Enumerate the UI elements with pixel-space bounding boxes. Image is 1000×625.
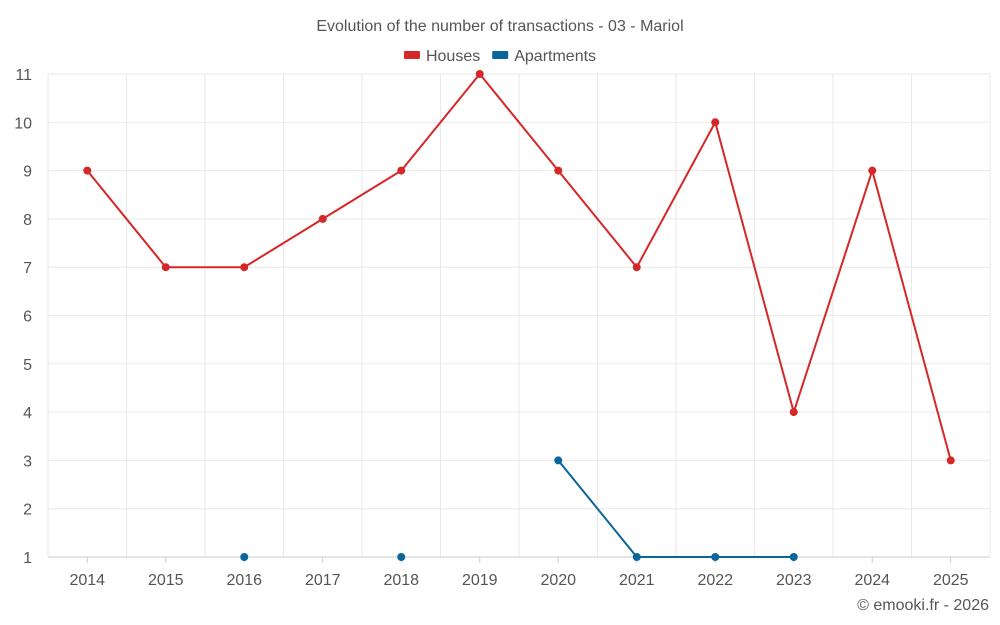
data-point[interactable] bbox=[318, 214, 327, 223]
data-point[interactable] bbox=[711, 553, 720, 561]
series-line bbox=[557, 459, 794, 558]
data-point[interactable] bbox=[83, 166, 92, 175]
grid bbox=[47, 73, 991, 557]
y-tick-label: 11 bbox=[15, 67, 32, 84]
y-tick-label: 6 bbox=[23, 309, 32, 326]
data-point[interactable] bbox=[554, 166, 563, 175]
x-axis: 2014 2015 2016 2017 2018 2019 2020 2021 2022 2023… bbox=[48, 556, 990, 589]
legend-label: Apartments bbox=[514, 48, 596, 65]
x-tick-label: 2017 bbox=[305, 572, 341, 589]
x-tick-label: 2016 bbox=[226, 572, 262, 589]
legend-swatch bbox=[403, 51, 420, 59]
x-tick-label: 2014 bbox=[69, 572, 105, 589]
data-point[interactable] bbox=[240, 553, 249, 561]
data-point[interactable] bbox=[397, 166, 406, 175]
series-apartments bbox=[240, 456, 798, 561]
series-houses bbox=[83, 70, 955, 465]
data-point[interactable] bbox=[946, 456, 955, 465]
data-point[interactable] bbox=[397, 553, 406, 561]
x-tick-label: 2015 bbox=[148, 572, 184, 589]
y-axis: 1 2 3 4 5 6 7 8 9 10 11 bbox=[14, 67, 32, 567]
y-tick-label: 10 bbox=[14, 115, 32, 132]
data-point[interactable] bbox=[240, 263, 249, 272]
credit-text: © emooki.fr - 2026 bbox=[857, 597, 989, 614]
legend: Houses Apartments bbox=[403, 48, 596, 65]
data-point[interactable] bbox=[789, 408, 798, 417]
y-tick-label: 3 bbox=[23, 453, 32, 470]
data-point[interactable] bbox=[475, 70, 484, 78]
data-point[interactable] bbox=[632, 553, 641, 561]
y-tick-label: 2 bbox=[23, 502, 32, 519]
data-point[interactable] bbox=[632, 263, 641, 272]
y-tick-label: 5 bbox=[23, 357, 32, 374]
legend-label: Houses bbox=[426, 48, 480, 65]
data-point[interactable] bbox=[868, 166, 877, 175]
x-tick-label: 2018 bbox=[383, 572, 419, 589]
y-tick-label: 9 bbox=[23, 164, 32, 181]
x-tick-label: 2021 bbox=[619, 572, 655, 589]
legend-item-apartments[interactable]: Apartments bbox=[492, 48, 596, 65]
y-tick-label: 7 bbox=[23, 260, 32, 277]
x-tick-label: 2019 bbox=[462, 572, 498, 589]
y-tick-label: 4 bbox=[23, 405, 32, 422]
series-layer bbox=[83, 70, 955, 561]
y-tick-label: 1 bbox=[23, 550, 32, 567]
x-tick-label: 2024 bbox=[854, 572, 890, 589]
y-tick-label: 8 bbox=[23, 212, 32, 229]
x-tick-label: 2023 bbox=[776, 572, 812, 589]
legend-swatch bbox=[492, 51, 509, 59]
data-point[interactable] bbox=[554, 456, 563, 465]
x-tick-label: 2022 bbox=[697, 572, 733, 589]
legend-item-houses[interactable]: Houses bbox=[403, 48, 480, 65]
data-point[interactable] bbox=[711, 118, 720, 127]
x-tick-label: 2025 bbox=[933, 572, 969, 589]
data-point[interactable] bbox=[789, 553, 798, 561]
data-point[interactable] bbox=[161, 263, 170, 272]
x-tick-label: 2020 bbox=[540, 572, 576, 589]
chart-title: Evolution of the number of transactions … bbox=[316, 18, 683, 35]
series-line bbox=[86, 73, 952, 461]
